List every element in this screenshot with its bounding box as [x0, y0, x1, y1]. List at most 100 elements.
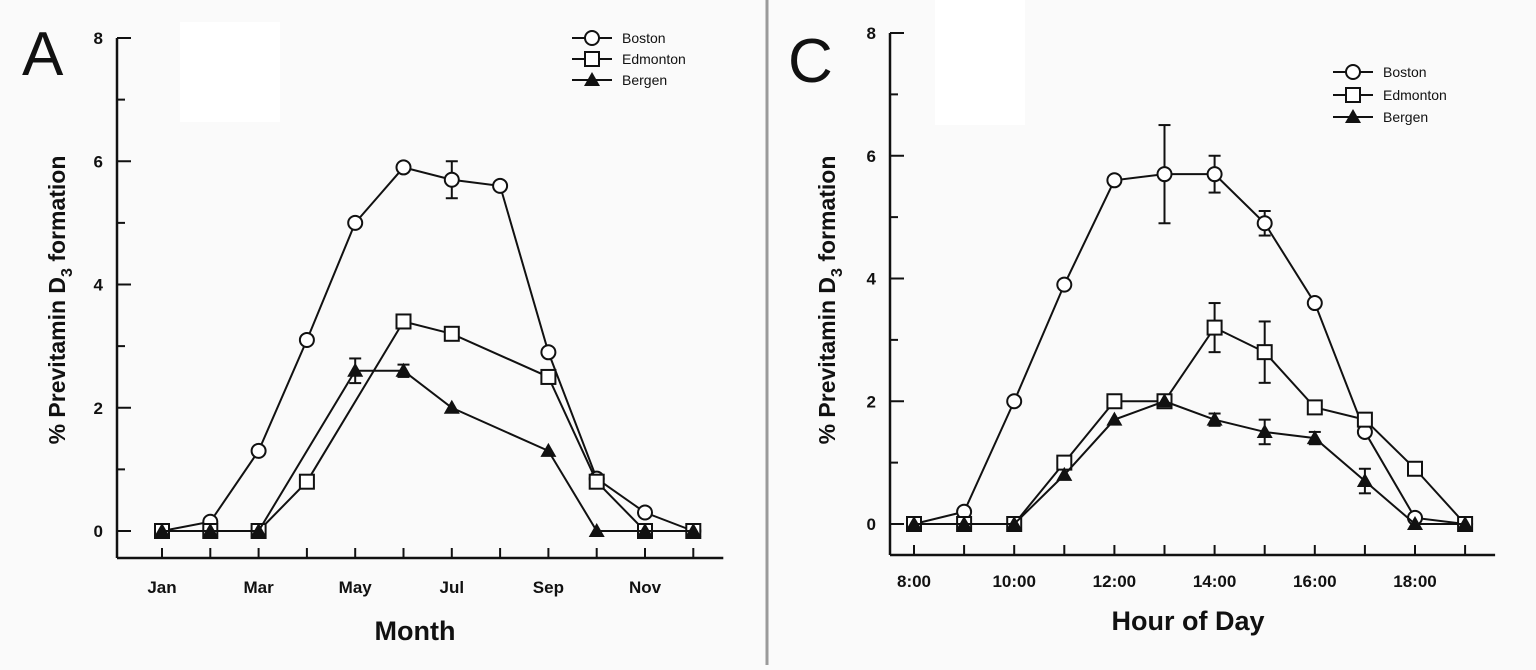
data-point: [1256, 215, 1273, 232]
data-point: [1306, 295, 1323, 312]
panel-c: 0 2 4 6 8 8:00 10:00 12:00 14:00 16:00 18:00 Hour o…: [788, 24, 1496, 636]
x-tick-label: Nov: [629, 578, 662, 597]
data-point: [1306, 430, 1323, 445]
legend-marker-filled-triangle: [584, 72, 600, 86]
legend-label: Boston: [622, 30, 666, 46]
blank-patch: [180, 22, 280, 122]
x-axis-label: Month: [375, 616, 456, 646]
x-tick-label: 16:00: [1293, 572, 1336, 591]
x-axis-label: Hour of Day: [1111, 606, 1264, 636]
y-tick-label: 6: [94, 152, 103, 171]
data-point: [347, 362, 364, 377]
data-point: [1457, 516, 1474, 530]
data-point: [1106, 172, 1123, 189]
data-point: [202, 523, 219, 537]
legend-marker-open-circle: [584, 30, 600, 46]
data-point: [1306, 399, 1323, 416]
x-tick-label: 8:00: [897, 572, 931, 591]
data-point: [1056, 466, 1073, 481]
data-point: [588, 523, 605, 537]
series-bergen: [906, 393, 1474, 530]
data-point: [1407, 460, 1423, 477]
data-point: [395, 159, 412, 176]
data-point: [1407, 516, 1423, 530]
series-line: [914, 326, 1466, 525]
legend-marker-open-square: [584, 51, 600, 67]
y-tick-label: 2: [867, 392, 876, 411]
data-point: [1206, 319, 1223, 336]
series-boston: [154, 159, 702, 539]
data-point: [443, 325, 460, 342]
x-tick-label: May: [339, 578, 373, 597]
legend-label: Edmonton: [622, 51, 686, 67]
x-tick-label: 12:00: [1093, 572, 1136, 591]
series-line: [162, 369, 694, 532]
y-tick-label: 4: [867, 270, 877, 289]
series-edmonton: [154, 313, 702, 539]
data-point: [1256, 423, 1273, 438]
data-point: [588, 473, 605, 490]
x-tick-label: Jan: [147, 578, 176, 597]
data-point: [1256, 344, 1273, 361]
y-tick-label: 8: [94, 29, 103, 48]
series-edmonton: [906, 302, 1474, 532]
data-point: [1106, 411, 1123, 426]
x-tick-label: Mar: [243, 578, 274, 597]
blank-patch: [935, 0, 1025, 125]
y-tick-label: 2: [94, 399, 103, 418]
data-point: [637, 523, 653, 537]
data-point: [637, 504, 653, 521]
panel-a: 0 2 4 6 8 Jan Mar May Jul Sep Nov Month % Previtamin…: [22, 20, 724, 646]
data-point: [1156, 393, 1173, 408]
data-point: [540, 344, 557, 361]
series-line: [162, 320, 694, 532]
legend-marker-open-circle: [1345, 64, 1361, 80]
data-point: [956, 516, 973, 530]
series-line: [913, 173, 1466, 525]
data-point: [298, 473, 315, 490]
y-tick-label: 4: [94, 276, 104, 295]
data-point: [154, 523, 170, 537]
data-point: [1056, 276, 1073, 293]
series-boston: [906, 124, 1474, 532]
data-point: [1356, 411, 1373, 428]
legend-label: Bergen: [1383, 109, 1428, 125]
data-point: [1156, 166, 1173, 183]
y-tick-label: 8: [867, 24, 876, 43]
y-axis-label: % Previtamin D3 formation: [814, 156, 846, 445]
series-bergen: [154, 357, 702, 537]
data-point: [540, 442, 557, 457]
data-point: [1006, 516, 1023, 530]
data-point: [347, 214, 364, 231]
legend-marker-open-square: [1345, 87, 1361, 103]
y-tick-label: 0: [94, 522, 103, 541]
x-tick-label: Sep: [533, 578, 564, 597]
panel-label: C: [788, 27, 833, 96]
legend-label: Bergen: [622, 72, 667, 88]
data-point: [1206, 411, 1223, 426]
data-point: [1206, 166, 1223, 183]
y-tick-label: 0: [867, 515, 876, 534]
data-point: [395, 313, 412, 330]
data-point: [492, 177, 509, 194]
data-point: [298, 331, 315, 348]
panel-label: A: [22, 20, 64, 89]
y-tick-label: 6: [867, 147, 876, 166]
x-tick-label: Jul: [440, 578, 465, 597]
legend-marker-filled-triangle: [1345, 109, 1361, 123]
series-line: [161, 166, 694, 532]
x-tick-label: 14:00: [1193, 572, 1236, 591]
data-point: [1106, 393, 1123, 410]
data-point: [443, 171, 460, 188]
data-point: [443, 399, 460, 414]
data-point: [1356, 473, 1373, 488]
x-tick-label: 18:00: [1393, 572, 1436, 591]
data-point: [1006, 393, 1023, 410]
data-point: [250, 523, 267, 537]
data-point: [540, 368, 557, 385]
data-point: [906, 516, 922, 530]
data-point: [250, 442, 267, 459]
x-tick-label: 10:00: [992, 572, 1035, 591]
y-axis-label: % Previtamin D3 formation: [44, 156, 76, 445]
